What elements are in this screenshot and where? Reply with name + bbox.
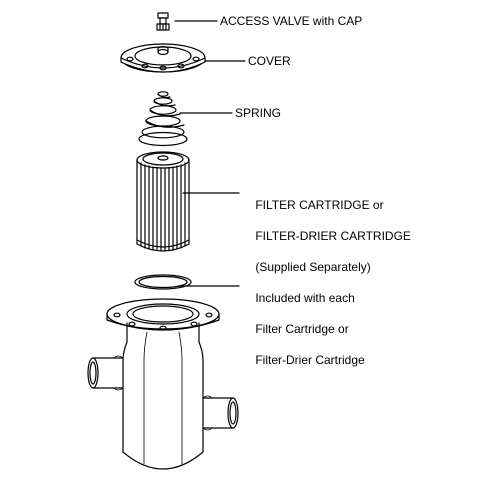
exploded-diagram: ACCESS VALVE with CAP COVER SPRING FILTE… (0, 0, 500, 500)
access-valve-icon (157, 13, 169, 30)
filter-cartridge-icon (137, 152, 189, 251)
housing-icon (88, 299, 238, 469)
cover-icon (121, 44, 205, 72)
diagram-svg (0, 0, 500, 500)
oring-icon (135, 275, 191, 289)
spring-icon (139, 92, 187, 146)
